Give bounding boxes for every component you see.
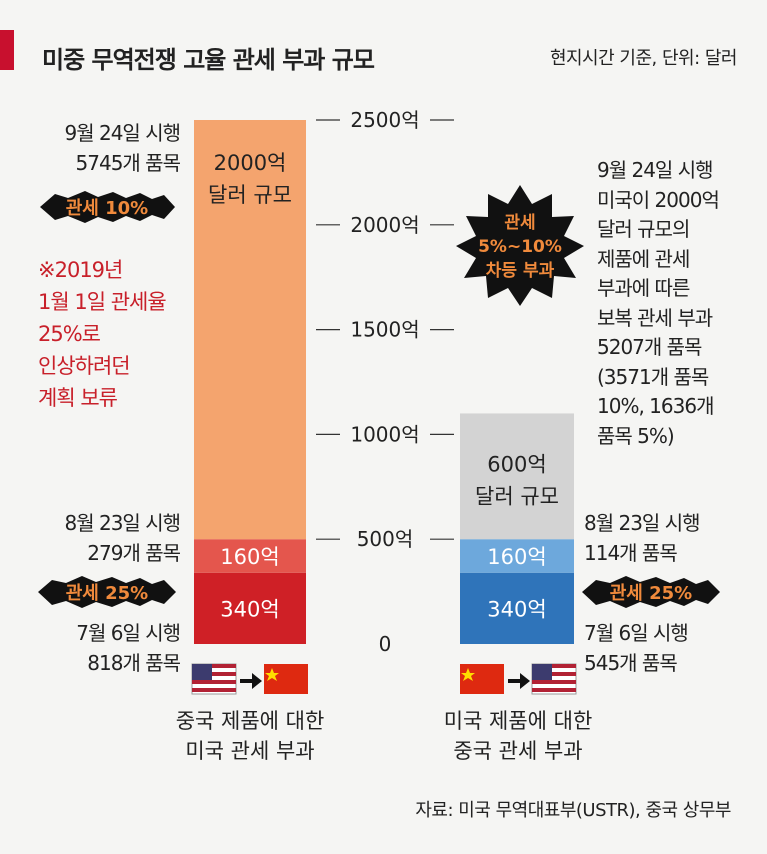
cn-round3-line: (3571개 품목	[597, 364, 709, 389]
us-round2-items: 279개 품목	[87, 541, 181, 565]
cn-round3-line: 보복 관세 부과	[597, 305, 713, 330]
us-to-china-flags	[191, 663, 308, 695]
category-label-cn-line2: 중국 관세 부과	[453, 739, 582, 763]
cn-round3-line: 부과에 따른	[597, 276, 690, 300]
title-accent-bar	[0, 30, 14, 70]
bar-us-round1	[194, 572, 306, 644]
us-round3-items: 5745개 품목	[75, 151, 181, 175]
bar-label-us-round1: 340억	[220, 597, 279, 621]
starburst-shape	[582, 576, 720, 608]
us-flag-icon	[531, 663, 577, 695]
y-tick-label: 1500억	[350, 318, 419, 342]
cn-round1-date: 7월 6일 시행	[584, 621, 689, 645]
cn-round3-line: 9월 24일 시행	[597, 158, 713, 182]
cn-round3-line: 5207개 품목	[597, 335, 702, 359]
bar-label-us-round3: 2000억	[214, 151, 287, 175]
us-round2-annotation: 8월 23일 시행 279개 품목	[10, 508, 182, 568]
bar-label-cn-round2: 160억	[487, 545, 546, 569]
us-round12-tariff-badge: 관세 25%	[38, 576, 176, 608]
y-tick-label: 2500억	[350, 108, 419, 132]
y-tick-label: 0	[379, 632, 392, 656]
y-tick-label: 1000억	[350, 422, 419, 446]
note-line: ※2019년	[38, 258, 123, 282]
bar-us-round3	[194, 120, 306, 540]
cn-round2-date: 8월 23일 시행	[584, 511, 700, 535]
cn-badge-line: 관세	[504, 213, 535, 233]
starburst-shape	[40, 191, 175, 223]
bar-label-cn-round3: 600억	[487, 452, 546, 476]
cn-round1-items: 545개 품목	[584, 651, 678, 675]
us-round12-tariff-label: 관세 25%	[66, 583, 148, 604]
chart-title: 미중 무역전쟁 고율 관세 부과 규모	[42, 46, 375, 74]
starburst-shape	[38, 576, 176, 608]
bar-us-round2	[194, 539, 306, 573]
china-flag-icon	[460, 664, 504, 694]
us-round1-items: 818개 품목	[87, 651, 181, 675]
us-round3-annotation: 9월 24일 시행 5745개 품목	[20, 118, 182, 178]
us-round1-annotation: 7월 6일 시행 818개 품목	[10, 618, 181, 678]
bar-label-us-round3: 달러 규모	[208, 183, 292, 207]
source-note: 자료: 미국 무역대표부(USTR), 중국 상무부	[415, 800, 731, 821]
bar-label-cn-round1: 340억	[487, 597, 546, 621]
cn-round2-annotation: 8월 23일 시행 114개 품목	[584, 508, 700, 568]
category-label-us-line1: 중국 제품에 대한	[176, 709, 325, 733]
cn-badge-line: 5%~10%	[478, 237, 562, 257]
category-label-us-line2: 미국 관세 부과	[185, 739, 314, 763]
cn-round3-line: 미국이 2000억	[597, 187, 720, 212]
category-label-cn-line1: 미국 제품에 대한	[444, 709, 593, 733]
cn-round3-line: 달러 규모의	[597, 217, 690, 241]
arrow-right-icon	[240, 673, 262, 689]
tariff-hike-note: ※2019년 1월 1일 관세율 25%로 인상하려던 계획 보류	[38, 254, 167, 414]
us-round1-date: 7월 6일 시행	[76, 621, 181, 645]
note-line: 25%로	[38, 322, 101, 346]
note-line: 인상하려던	[38, 354, 131, 378]
unit-note: 현지시간 기준, 단위: 달러	[549, 48, 738, 69]
us-flag-icon	[191, 663, 237, 695]
arrow-right-icon	[508, 673, 530, 689]
cn-round1-annotation: 7월 6일 시행 545개 품목	[584, 618, 689, 678]
cn-round3-line: 10%, 1636개	[597, 394, 714, 418]
bar-cn-round3	[460, 413, 574, 540]
cn-badge-line: 차등 부과	[486, 261, 555, 281]
us-round2-date: 8월 23일 시행	[64, 511, 182, 535]
cn-round3-line: 제품에 관세	[597, 246, 690, 271]
china-flag-icon	[264, 664, 308, 694]
note-line: 1월 1일 관세율	[38, 290, 167, 314]
cn-round12-tariff-label: 관세 25%	[610, 583, 692, 604]
y-tick-label: 2000억	[350, 213, 419, 237]
cn-round3-line: 품목 5%)	[597, 423, 675, 448]
cn-round3-tariff-badge: 관세 5%~10% 차등 부과	[456, 185, 584, 306]
china-to-us-flags	[460, 663, 577, 695]
starburst-shape	[456, 185, 584, 306]
us-round3-tariff-label: 관세 10%	[66, 198, 148, 219]
cn-round2-items: 114개 품목	[584, 541, 678, 565]
cn-round3-annotation: 9월 24일 시행 미국이 2000억 달러 규모의 제품에 관세 부과에 따른…	[597, 156, 720, 451]
note-line: 계획 보류	[38, 386, 118, 410]
y-tick-label: 500억	[357, 527, 414, 551]
bar-cn-round1	[460, 572, 574, 644]
bar-label-us-round2: 160억	[220, 545, 279, 569]
us-round3-tariff-badge: 관세 10%	[40, 191, 175, 223]
bar-cn-round2	[460, 539, 574, 573]
cn-round12-tariff-badge: 관세 25%	[582, 576, 720, 608]
us-round3-date: 9월 24일 시행	[64, 121, 182, 145]
bar-label-cn-round3: 달러 규모	[475, 484, 559, 508]
